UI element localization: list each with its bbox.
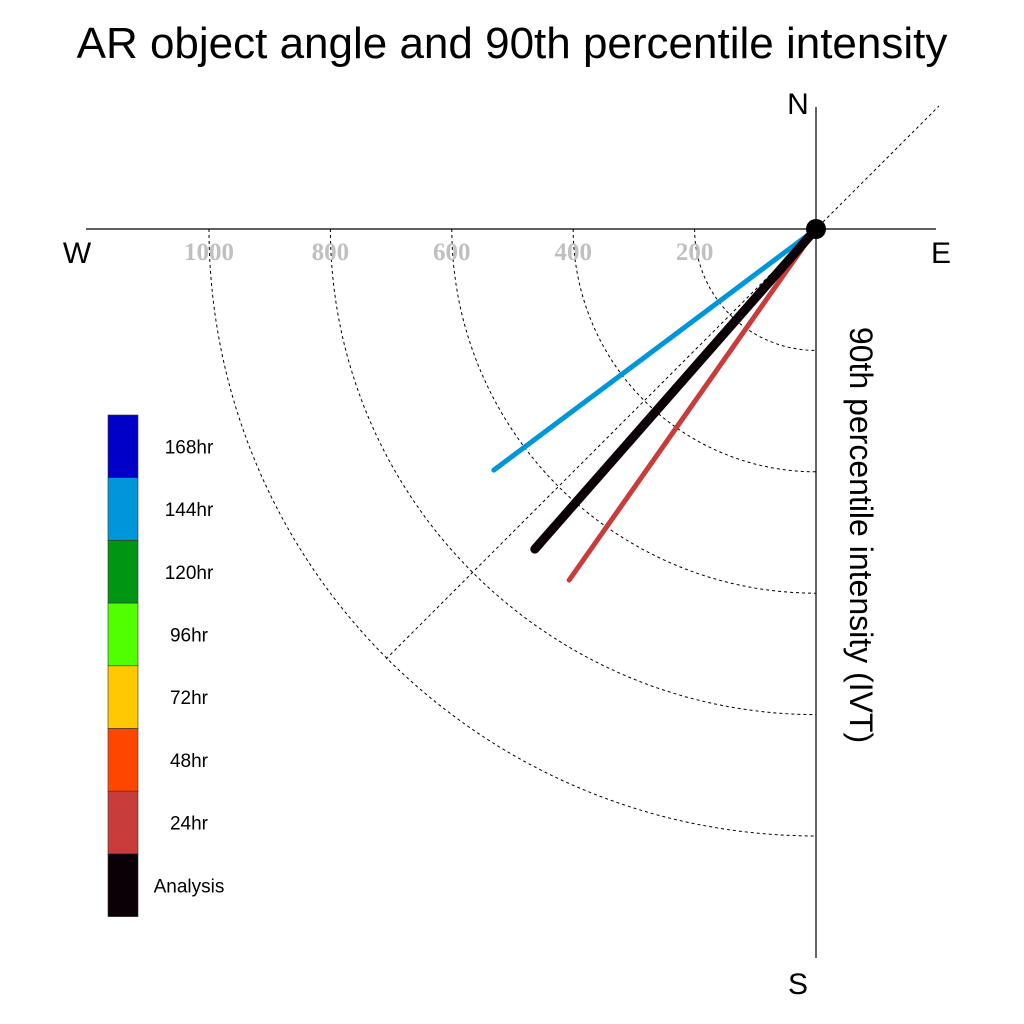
- legend: 168hr 144hr 120hr 96hr 72hr 48hr 24hr Analysis: [107, 414, 225, 917]
- legend-label-analysis: Analysis: [154, 876, 225, 897]
- radial-tick-labels: 200 400 600 800 1000: [184, 239, 713, 266]
- grid-arc-400: [572, 228, 817, 473]
- y-axis-label: 90th percentile intensity (IVT): [843, 327, 879, 743]
- radial-tick-label-200: 200: [676, 239, 714, 266]
- radial-tick-label-800: 800: [312, 239, 350, 266]
- legend-label-120hr: 120hr: [165, 563, 214, 584]
- grid-arc-1000: [208, 228, 817, 837]
- legend-label-72hr: 72hr: [170, 688, 209, 709]
- grid-arc-200: [694, 228, 817, 351]
- legend-swatch-analysis: [107, 853, 139, 917]
- grid-arc-800: [329, 228, 817, 716]
- legend-label-24hr: 24hr: [170, 814, 209, 835]
- chart-title: AR object angle and 90th percentile inte…: [77, 19, 948, 68]
- diagonal-reference-line: [385, 105, 940, 660]
- compass-north-label: N: [787, 88, 809, 121]
- legend-label-96hr: 96hr: [170, 626, 209, 647]
- legend-swatch-72hr: [107, 665, 139, 729]
- legend-swatch-24hr: [107, 790, 139, 855]
- radial-tick-label-1000: 1000: [184, 239, 234, 266]
- compass-south-label: S: [788, 968, 808, 1001]
- legend-swatch-120hr: [107, 540, 139, 604]
- radial-grid: [208, 228, 817, 837]
- radial-tick-label-400: 400: [554, 239, 592, 266]
- legend-label-168hr: 168hr: [165, 437, 214, 458]
- series-line-analysis: [530, 224, 821, 554]
- legend-swatch-96hr: [107, 602, 139, 667]
- legend-label-144hr: 144hr: [165, 500, 214, 521]
- legend-swatch-168hr: [107, 414, 139, 479]
- legend-swatch-144hr: [107, 477, 139, 541]
- compass-west-label: W: [63, 237, 92, 270]
- legend-label-48hr: 48hr: [170, 751, 209, 772]
- compass-east-label: E: [931, 237, 951, 270]
- series-line-144hr: [491, 226, 819, 473]
- grid-arc-600: [451, 228, 817, 594]
- series-lines: [491, 224, 821, 583]
- radial-tick-label-600: 600: [433, 239, 471, 266]
- series-line-24hr: [566, 226, 819, 583]
- legend-swatch-48hr: [107, 728, 139, 792]
- origin-marker: [806, 219, 826, 239]
